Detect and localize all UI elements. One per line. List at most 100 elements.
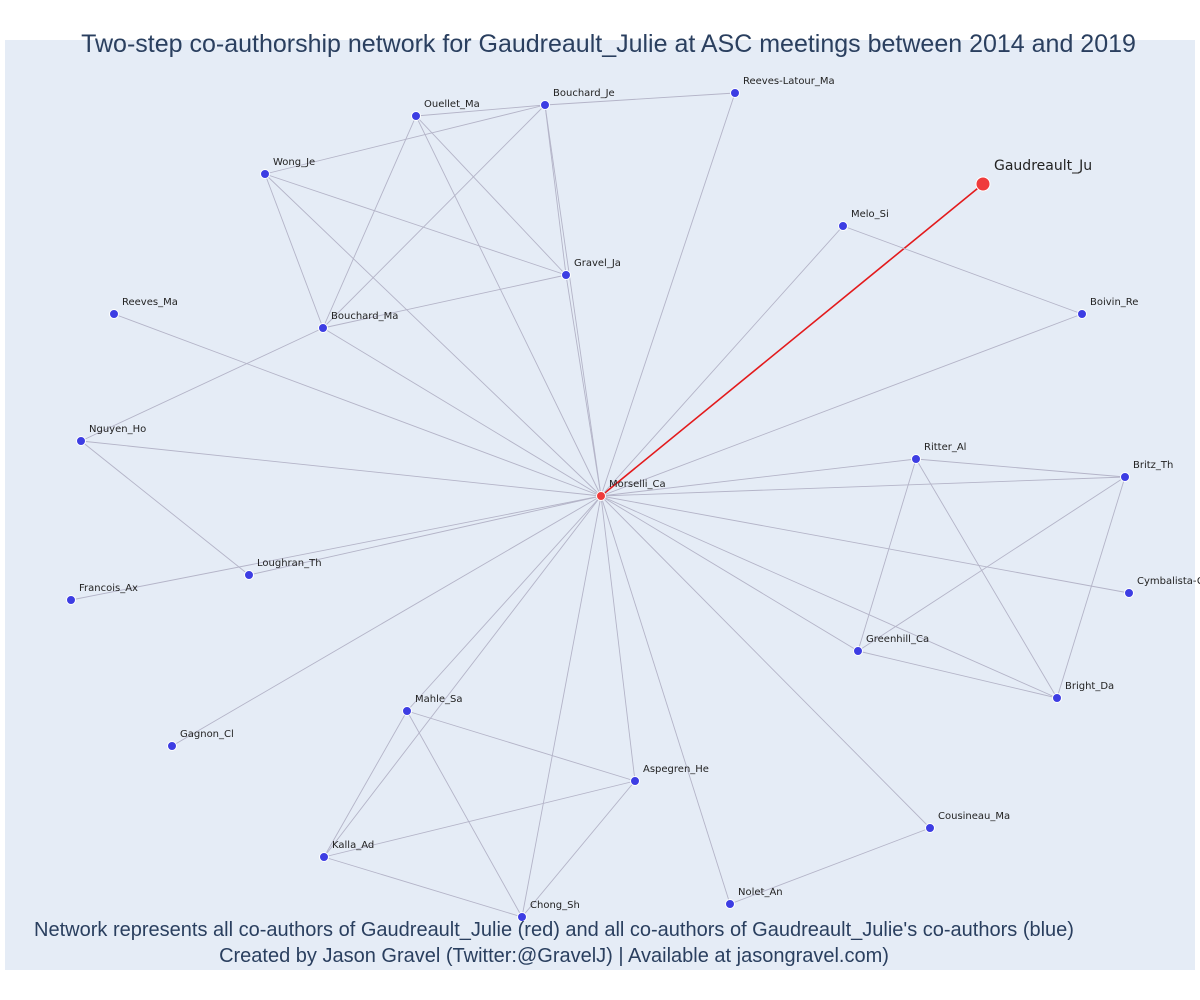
edge-Mahle_Sa-Aspegren_He (406, 710, 636, 782)
node-Greenhill_Ca[interactable] (853, 646, 863, 656)
edge-Morselli_Ca-Aspegren_He (600, 495, 636, 782)
edge-Morselli_Ca-Bouchard_Ma (322, 327, 602, 497)
node-label-Bouchard_Je: Bouchard_Je (553, 88, 615, 99)
node-label-Bouchard_Ma: Bouchard_Ma (331, 311, 398, 322)
node-label-Gagnon_Cl: Gagnon_Cl (180, 729, 234, 740)
edge-Morselli_Ca-Francois_Ax (70, 495, 602, 601)
edge-Ouellet_Ma-Bouchard_Ma (322, 115, 417, 329)
edge-Morselli_Ca-Cymbalista-G (600, 495, 1130, 594)
chart-title: Two-step co-authorship network for Gaudr… (81, 30, 1136, 58)
node-label-Cymbalista-G: Cymbalista-G (1137, 576, 1200, 587)
edge-Ouellet_Ma-Gravel_Ja (415, 115, 567, 276)
edge-Morselli_Ca-Britz_Th (600, 476, 1126, 497)
node-layer: Gaudreault_Ju Morselli_Ca Reeves-Latour_Ma… (66, 76, 1200, 922)
edge-Britz_Th-Greenhill_Ca (857, 476, 1126, 652)
edge-Bouchard_Je-Ouellet_Ma (415, 104, 546, 117)
node-label-Loughran_Th: Loughran_Th (257, 558, 322, 569)
node-Reeves_Ma[interactable] (109, 309, 119, 319)
node-label-Aspegren_He: Aspegren_He (643, 764, 709, 775)
node-label-Francois_Ax: Francois_Ax (79, 583, 138, 594)
edge-Bouchard_Je-Gravel_Ja (544, 104, 567, 276)
edge-Morselli_Ca-Bouchard_Je (544, 104, 602, 497)
edge-Morselli_Ca-Ouellet_Ma (415, 115, 602, 497)
edge-Wong_Je-Bouchard_Ma (264, 173, 324, 329)
node-label-Bright_Da: Bright_Da (1065, 681, 1114, 692)
edge-Morselli_Ca-Greenhill_Ca (600, 495, 859, 652)
edge-Morselli_Ca-Boivin_Re (600, 313, 1083, 497)
node-label-Mahle_Sa: Mahle_Sa (415, 694, 463, 705)
node-Reeves-Latour_Ma[interactable] (730, 88, 740, 98)
node-label-Boivin_Re: Boivin_Re (1090, 297, 1138, 308)
node-Cymbalista-G[interactable] (1124, 588, 1134, 598)
edge-Aspegren_He-Chong_Sh (521, 780, 636, 918)
node-Bright_Da[interactable] (1052, 693, 1062, 703)
node-label-Nolet_An: Nolet_An (738, 887, 783, 898)
edge-Morselli_Ca-Mahle_Sa (406, 495, 602, 712)
node-label-Ritter_Al: Ritter_Al (924, 442, 966, 453)
node-Melo_Si[interactable] (838, 221, 848, 231)
node-Boivin_Re[interactable] (1077, 309, 1087, 319)
node-Ritter_Al[interactable] (911, 454, 921, 464)
node-Kalla_Ad[interactable] (319, 852, 329, 862)
caption-line-2: Created by Jason Gravel (Twitter:@Gravel… (219, 945, 889, 967)
edge-Morselli_Ca-Bright_Da (600, 495, 1058, 699)
edge-Gravel_Ja-Bouchard_Ma (322, 274, 567, 329)
node-label-Wong_Je: Wong_Je (273, 157, 315, 168)
node-label-Cousineau_Ma: Cousineau_Ma (938, 811, 1010, 822)
node-Bouchard_Ma[interactable] (318, 323, 328, 333)
edge-layer (70, 92, 1130, 918)
edge-Morselli_Ca-Loughran_Th (248, 495, 602, 576)
node-Aspegren_He[interactable] (630, 776, 640, 786)
edge-Gaudreault_Ju-Morselli_Ca (600, 183, 984, 497)
edge-Morselli_Ca-Reeves-Latour_Ma (600, 92, 736, 497)
edge-Morselli_Ca-Gravel_Ja (565, 274, 602, 497)
edge-Bouchard_Je-Reeves-Latour_Ma (544, 92, 736, 106)
edge-Mahle_Sa-Kalla_Ad (323, 710, 408, 858)
edge-Morselli_Ca-Ritter_Al (600, 458, 917, 497)
node-Loughran_Th[interactable] (244, 570, 254, 580)
edge-Wong_Je-Gravel_Ja (264, 173, 567, 276)
node-Francois_Ax[interactable] (66, 595, 76, 605)
node-Gravel_Ja[interactable] (561, 270, 571, 280)
plot-background (5, 40, 1195, 970)
edge-Melo_Si-Boivin_Re (842, 225, 1083, 315)
edge-Bouchard_Ma-Nguyen_Ho (80, 327, 324, 442)
node-label-Melo_Si: Melo_Si (851, 209, 889, 220)
edge-Ritter_Al-Greenhill_Ca (857, 458, 917, 652)
edge-Morselli_Ca-Melo_Si (600, 225, 844, 497)
node-Nguyen_Ho[interactable] (76, 436, 86, 446)
node-Ouellet_Ma[interactable] (411, 111, 421, 121)
node-Bouchard_Je[interactable] (540, 100, 550, 110)
node-Gagnon_Cl[interactable] (167, 741, 177, 751)
edge-Ritter_Al-Britz_Th (915, 458, 1126, 478)
node-label-Ouellet_Ma: Ouellet_Ma (424, 99, 480, 110)
edge-Bouchard_Je-Bouchard_Ma (322, 104, 546, 329)
node-Mahle_Sa[interactable] (402, 706, 412, 716)
node-Wong_Je[interactable] (260, 169, 270, 179)
edge-Bouchard_Je-Wong_Je (264, 104, 546, 175)
node-label-Greenhill_Ca: Greenhill_Ca (866, 634, 929, 645)
edge-Morselli_Ca-Chong_Sh (521, 495, 602, 918)
node-label-Gravel_Ja: Gravel_Ja (574, 258, 621, 269)
edge-Nguyen_Ho-Loughran_Th (80, 440, 250, 576)
edge-Britz_Th-Bright_Da (1056, 476, 1126, 699)
edge-Morselli_Ca-Wong_Je (264, 173, 602, 497)
chart-caption: Network represents all co-authors of Gau… (0, 917, 1108, 969)
node-Morselli_Ca[interactable] (596, 491, 606, 501)
node-Nolet_An[interactable] (725, 899, 735, 909)
edge-Morselli_Ca-Nolet_An (600, 495, 731, 905)
node-Cousineau_Ma[interactable] (925, 823, 935, 833)
edge-Morselli_Ca-Reeves_Ma (113, 313, 602, 497)
node-label-Chong_Sh: Chong_Sh (530, 900, 580, 911)
node-label-Morselli_Ca: Morselli_Ca (609, 479, 666, 490)
node-label-Kalla_Ad: Kalla_Ad (332, 840, 374, 851)
edge-Ritter_Al-Bright_Da (915, 458, 1058, 699)
edge-Kalla_Ad-Chong_Sh (323, 856, 523, 918)
edge-Morselli_Ca-Nguyen_Ho (80, 440, 602, 497)
edge-Mahle_Sa-Chong_Sh (406, 710, 523, 918)
node-Chong_Sh[interactable] (517, 912, 527, 922)
edge-Morselli_Ca-Cousineau_Ma (600, 495, 931, 829)
node-Britz_Th[interactable] (1120, 472, 1130, 482)
node-Gaudreault_Ju[interactable] (975, 176, 991, 192)
